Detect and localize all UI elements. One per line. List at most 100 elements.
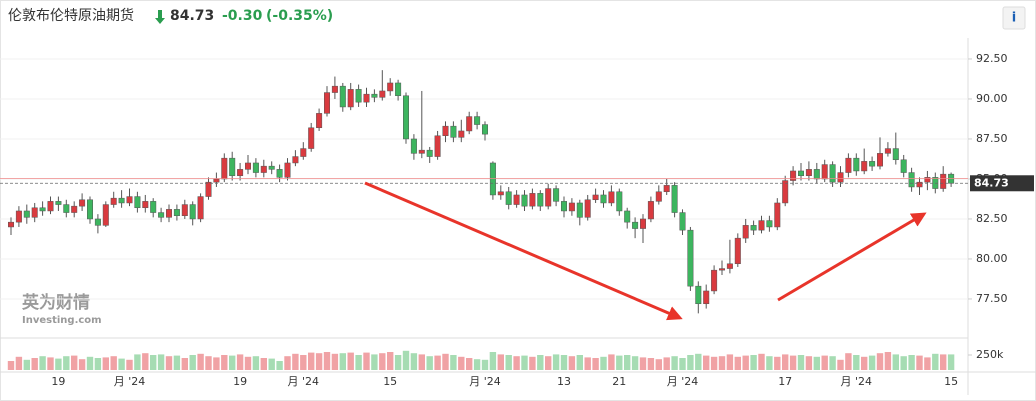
candle-body	[750, 225, 757, 231]
candle-body	[482, 124, 488, 135]
volume-bar	[947, 354, 955, 370]
candle-body	[687, 229, 694, 287]
candle-body	[616, 191, 623, 212]
candle-body	[869, 161, 876, 167]
y-tick-label: 92.50	[976, 52, 1008, 65]
candle-body	[774, 202, 781, 228]
y-tick-label: 77.50	[976, 292, 1008, 305]
candle-body	[110, 197, 117, 205]
candle-body	[308, 127, 315, 149]
candle-body	[221, 157, 228, 180]
info-button[interactable]	[1002, 6, 1026, 30]
volume-bar	[647, 358, 655, 370]
candle-body	[829, 164, 836, 183]
candle-body	[245, 162, 251, 170]
candle-body	[497, 191, 504, 196]
candle-body	[387, 82, 394, 92]
volume-bar	[758, 353, 765, 370]
candle-body	[837, 172, 844, 183]
candle-body	[142, 201, 149, 209]
volume-bar	[7, 361, 15, 370]
candle-body	[252, 162, 259, 173]
candle-body	[15, 210, 22, 223]
candle-body	[63, 204, 70, 213]
candle-body	[521, 194, 528, 207]
candle-body	[861, 161, 868, 172]
candle-body	[403, 95, 409, 140]
candle-body	[8, 221, 14, 228]
price-change-percent: (-0.35%)	[266, 8, 333, 24]
volume-bar	[47, 357, 54, 370]
volume-bar	[671, 356, 678, 370]
candle-body	[324, 92, 330, 114]
volume-bar	[568, 356, 576, 370]
candle-body	[355, 89, 362, 103]
volume-bar	[940, 354, 947, 370]
volume-bar	[797, 355, 805, 370]
candle-body	[118, 197, 125, 204]
volume-bar	[292, 353, 299, 370]
candle-body	[726, 263, 733, 269]
watermark-brand: 英为财情	[22, 292, 90, 313]
volume-bar	[94, 358, 102, 370]
annotation-arrow	[364, 181, 683, 321]
volume-bar	[418, 354, 425, 370]
volume-bar	[78, 359, 86, 370]
volume-bar	[861, 356, 868, 370]
candle-body	[655, 191, 662, 202]
candle-body	[821, 164, 828, 180]
volume-bar	[552, 354, 560, 370]
volume-bar	[252, 356, 260, 370]
candle-body	[513, 194, 520, 205]
y-tick-label: 90.00	[976, 92, 1008, 105]
volume-bar	[229, 355, 236, 370]
x-tick-label: 19	[51, 375, 65, 388]
last-price-marker	[970, 175, 1034, 192]
volume-bar	[789, 355, 797, 370]
volume-bar	[23, 359, 30, 370]
volume-bar	[829, 356, 836, 370]
candle-body	[410, 138, 417, 154]
volume-bar	[276, 361, 283, 370]
candle-body	[884, 148, 891, 154]
candle-body	[205, 181, 212, 197]
candle-body	[537, 193, 544, 207]
candle-body	[647, 201, 654, 220]
volume-bar	[102, 357, 109, 370]
volume-bar	[244, 356, 252, 370]
volume-bar	[624, 355, 631, 370]
candle-body	[845, 157, 852, 173]
volume-bar	[631, 356, 639, 370]
candle-body	[213, 178, 220, 183]
candle-body	[592, 194, 599, 201]
volume-bar	[616, 355, 623, 370]
volume-bar	[497, 354, 504, 370]
candle-body	[189, 204, 196, 220]
x-tick-label: 15	[944, 375, 958, 388]
volume-bar	[268, 358, 275, 370]
candle-body	[466, 116, 473, 132]
volume-bar	[315, 353, 323, 370]
candle-body	[561, 201, 567, 212]
info-icon[interactable]: i	[1012, 11, 1016, 26]
candle-body	[908, 172, 915, 188]
candle-body	[268, 165, 275, 170]
x-tick-label: 月 '24	[114, 375, 146, 388]
candle-body	[126, 196, 133, 204]
volume-bar	[189, 355, 196, 370]
candle-body	[426, 149, 433, 157]
volume-bar	[734, 356, 741, 370]
candle-body	[331, 85, 338, 93]
volume-bar	[31, 358, 38, 370]
candle-body	[734, 237, 741, 265]
volume-bar	[39, 356, 46, 370]
volume-bar	[142, 353, 149, 370]
volume-bar	[197, 353, 204, 370]
candle-body	[553, 188, 560, 202]
volume-bar	[726, 354, 734, 370]
candle-body	[703, 290, 710, 305]
volume-bar	[718, 356, 726, 370]
volume-bar	[402, 350, 410, 370]
volume-bar	[545, 356, 552, 370]
